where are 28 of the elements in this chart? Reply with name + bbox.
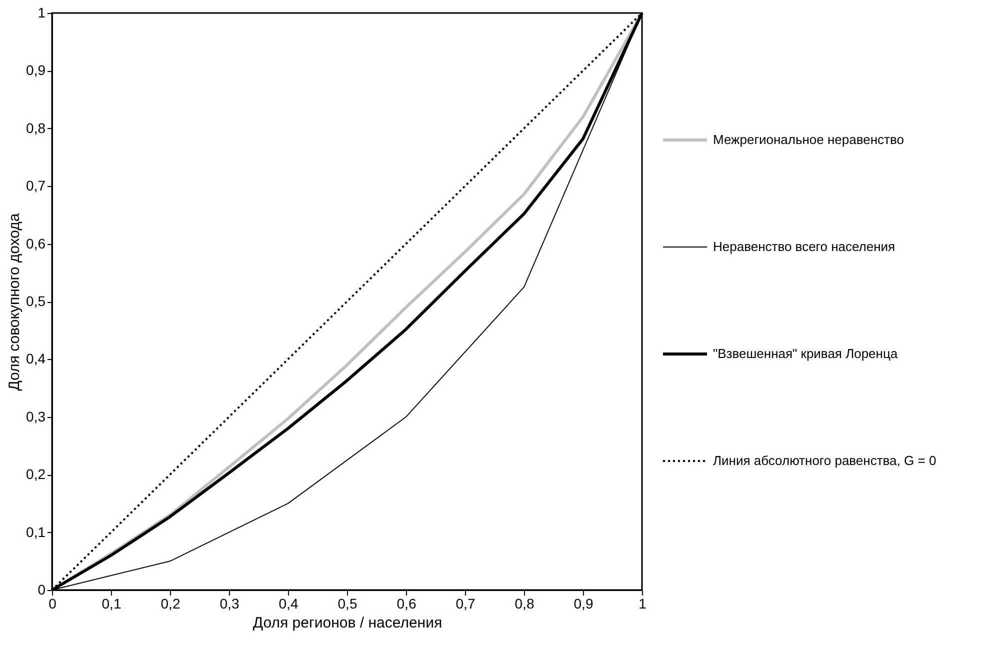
x-tick-label: 0,4 <box>278 596 298 612</box>
x-tick-label: 0,3 <box>220 596 240 612</box>
y-tick-label: 0,6 <box>26 235 46 252</box>
x-tick-label: 0,7 <box>456 596 476 612</box>
x-tick-label: 0,5 <box>338 596 358 612</box>
x-tick-label: 0,6 <box>396 596 416 612</box>
y-tick-label: 1 <box>38 4 46 20</box>
y-axis-title: Доля совокупного дохода <box>6 212 24 391</box>
legend-label: Межрегиональное неравенство <box>713 132 904 147</box>
y-tick-label: 0 <box>38 582 46 598</box>
x-tick-label: 0,8 <box>514 596 534 612</box>
legend-label: Линия абсолютного равенства, G = 0 <box>713 453 936 468</box>
x-tick-label: 0 <box>48 596 57 612</box>
y-tick-label: 0,7 <box>26 178 46 194</box>
x-tick-label: 0,2 <box>160 596 180 612</box>
y-tick-label: 0,3 <box>26 408 46 424</box>
y-tick-label: 0,1 <box>26 524 46 540</box>
y-tick-label: 0,9 <box>26 62 46 78</box>
legend-label: "Взвешенная" кривая Лоренца <box>713 346 898 361</box>
legend-label: Неравенство всего населения <box>713 239 896 254</box>
y-tick-label: 0,4 <box>26 350 46 367</box>
x-tick-label: 1 <box>638 596 647 612</box>
x-tick-label: 0,1 <box>102 596 122 612</box>
y-tick-label: 0,8 <box>26 120 46 136</box>
y-tick-label: 0,5 <box>26 293 46 309</box>
x-tick-label: 0,9 <box>574 596 594 612</box>
x-axis-title: Доля регионов / населения <box>252 614 442 632</box>
y-tick-label: 0,2 <box>26 466 46 482</box>
